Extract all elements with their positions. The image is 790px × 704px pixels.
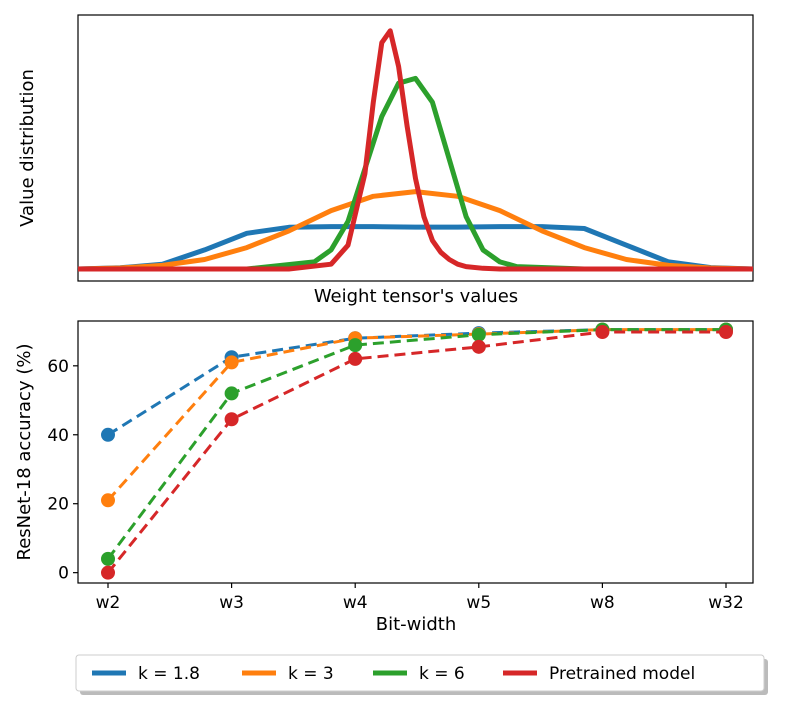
accuracy-point-pretrained-model-w8 (595, 325, 610, 340)
y-tick-label-0: 0 (58, 564, 69, 584)
accuracy-x-label: Bit-width (376, 614, 457, 635)
accuracy-point-pretrained-model-w4 (348, 351, 363, 366)
distribution-chart: Weight tensor's values Value distributio… (17, 14, 754, 307)
accuracy-point-k-6-w3 (224, 386, 239, 401)
accuracy-line-k-3 (106, 328, 726, 502)
accuracy-plot-area (77, 320, 754, 584)
accuracy-point-k-1-8-w2 (101, 427, 115, 442)
accuracy-line-pretrained-model (106, 330, 726, 574)
accuracy-point-k-6-w5 (471, 327, 486, 342)
legend-label-k-3: k = 3 (288, 664, 334, 684)
distribution-line-k-6 (78, 75, 753, 272)
x-tick-label-w2: w2 (96, 593, 121, 613)
accuracy-point-pretrained-model-w3 (224, 412, 239, 427)
accuracy-point-k-3-w3 (224, 355, 239, 370)
legend: k = 1.8 k = 3 k = 6 Pretrained model (75, 654, 768, 695)
y-tick-label-60: 60 (47, 357, 69, 377)
accuracy-y-label: ResNet-18 accuracy (%) (14, 344, 35, 561)
accuracy-chart: w2 w3 w4 w5 w8 w32 0 20 40 60 Bit-width ResNet-18… (14, 320, 754, 635)
accuracy-point-k-6-w2 (101, 551, 115, 566)
y-tick-label-40: 40 (47, 426, 69, 446)
legend-label-k-1-8: k = 1.8 (138, 664, 200, 684)
accuracy-point-pretrained-model-w32 (719, 325, 733, 340)
accuracy-axis-ticks: w2 w3 w4 w5 w8 w32 0 20 40 60 (47, 357, 743, 613)
accuracy-point-k-3-w2 (101, 493, 115, 508)
x-tick-label-w5: w5 (466, 593, 491, 613)
y-tick-label-20: 20 (47, 495, 69, 515)
distribution-plot-area (77, 14, 754, 282)
accuracy-point-k-6-w4 (348, 338, 363, 353)
distribution-line-k-1-8 (77, 224, 754, 272)
accuracy-point-pretrained-model-w5 (471, 339, 486, 354)
legend-label-pretrained-model: Pretrained model (549, 664, 695, 684)
distribution-series-group (77, 28, 754, 272)
x-tick-label-w4: w4 (343, 593, 368, 613)
distribution-line-k-3 (77, 189, 754, 272)
legend-items: k = 1.8 k = 3 k = 6 Pretrained model (92, 664, 695, 684)
accuracy-line-k-1-8 (107, 328, 726, 437)
accuracy-line-k-6 (106, 328, 726, 560)
x-tick-label-w32: w32 (708, 593, 744, 613)
x-tick-label-w3: w3 (219, 593, 244, 613)
distribution-line-pretrained-model (78, 28, 753, 272)
distribution-y-label: Value distribution (17, 69, 38, 227)
legend-box (75, 654, 765, 692)
legend-label-k-6: k = 6 (419, 664, 465, 684)
x-tick-label-w8: w8 (590, 593, 615, 613)
accuracy-point-pretrained-model-w2 (101, 565, 115, 580)
distribution-x-label: Weight tensor's values (314, 286, 518, 307)
accuracy-series-group (101, 322, 733, 580)
